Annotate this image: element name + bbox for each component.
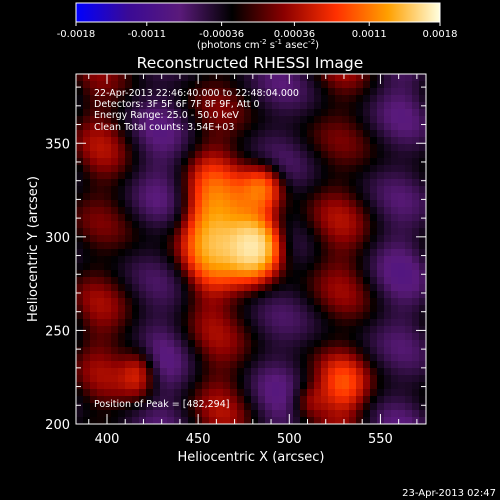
x-tick-label: 450 (186, 432, 211, 447)
colorbar-tick-label: -0.0011 (127, 29, 166, 40)
x-tick-label: 550 (368, 432, 393, 447)
info-line-detectors: Detectors: 3F 5F 6F 7F 8F 9F, Att 0 (94, 99, 260, 110)
y-axis-label: Heliocentric Y (arcsec) (26, 176, 41, 322)
y-tick-label: 300 (45, 231, 70, 246)
colorbar-units: (photons cm-2 s-1 asec-2) (197, 38, 319, 51)
x-axis-label: Heliocentric X (arcsec) (178, 450, 325, 465)
colorbar-tick-label: 0.0018 (423, 29, 458, 40)
info-block: 22-Apr-2013 22:46:40.000 to 22:48:04.000… (94, 88, 299, 133)
footer-date: 23-Apr-2013 02:47 (402, 488, 496, 499)
colorbar-ticks: -0.0018 -0.0011 -0.00036 0.00036 0.0011 0.001… (57, 22, 458, 40)
y-tick-label: 350 (45, 137, 70, 152)
y-tick-label: 200 (45, 418, 70, 433)
colorbar-tick-label: -0.0018 (57, 29, 96, 40)
colorbar-tick-label: -0.00036 (199, 29, 244, 40)
info-line-time: 22-Apr-2013 22:46:40.000 to 22:48:04.000 (94, 88, 299, 99)
y-tick-label: 250 (45, 324, 70, 339)
peak-position-label: Position of Peak = [482,294] (94, 399, 229, 410)
x-tick-label: 500 (277, 432, 302, 447)
info-line-clean: Clean Total counts: 3.54E+03 (94, 122, 234, 133)
heatmap-image (76, 74, 426, 424)
x-tick-label: 400 (95, 432, 120, 447)
axis-ticks: 400 450 500 550 200 250 300 350 (45, 74, 426, 447)
chart-title: Reconstructed RHESSI Image (137, 54, 364, 72)
info-line-energy: Energy Range: 25.0 - 50.0 keV (94, 110, 239, 121)
colorbar-tick-label: 0.00036 (274, 29, 315, 40)
colorbar-tick-label: 0.0011 (352, 29, 387, 40)
colorbar (75, 2, 441, 23)
plot-frame (75, 73, 427, 425)
